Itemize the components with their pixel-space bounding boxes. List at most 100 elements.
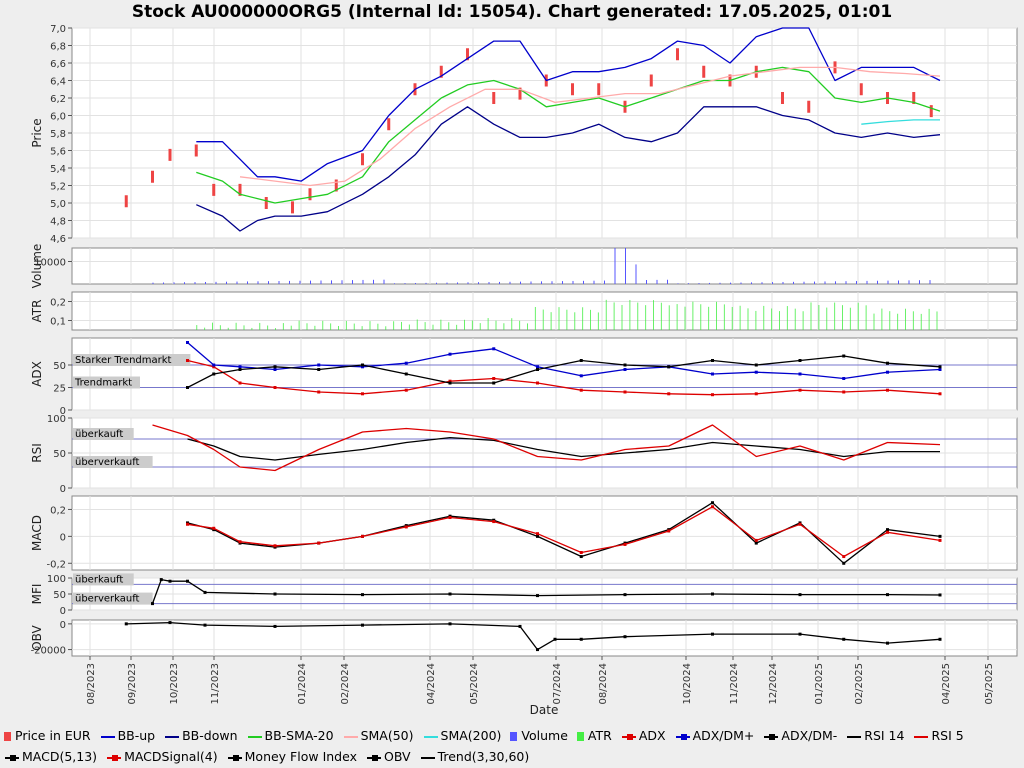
data-point xyxy=(798,522,802,526)
legend-label: Trend(3,30,60) xyxy=(437,749,530,764)
reference-label: Starker Trendmarkt xyxy=(75,355,172,366)
data-point xyxy=(492,381,496,385)
stock-chart: Starker Trendmarkt Trendmarkt überkauft übe… xyxy=(30,24,1018,717)
data-point xyxy=(842,637,846,641)
data-point xyxy=(798,372,802,376)
y-tick-label: 4,8 xyxy=(50,217,66,228)
legend-swatch xyxy=(913,732,929,742)
y-tick-label: 6,0 xyxy=(50,112,66,123)
data-point xyxy=(448,622,452,626)
legend-item: SMA(50) xyxy=(343,725,414,746)
legend-label: SMA(50) xyxy=(360,728,414,743)
y-tick-label: 5,4 xyxy=(50,164,66,175)
data-point xyxy=(667,392,671,396)
legend-label: RSI 14 xyxy=(864,728,905,743)
data-point xyxy=(186,579,189,583)
legend-swatch xyxy=(846,732,862,742)
data-point xyxy=(203,623,207,627)
volume-bar xyxy=(824,281,826,284)
data-point xyxy=(842,377,846,380)
volume-bar xyxy=(866,280,868,284)
data-point xyxy=(212,365,216,369)
legend-swatch xyxy=(621,732,637,742)
atr-bar xyxy=(802,311,804,330)
data-point xyxy=(238,381,242,385)
legend-swatch xyxy=(227,753,243,763)
series-line-bb-down xyxy=(196,106,941,232)
y-tick-label: 25 xyxy=(53,384,66,395)
legend-label: BB-up xyxy=(117,728,156,743)
data-point xyxy=(361,623,364,627)
data-point xyxy=(317,390,321,394)
atr-bar xyxy=(511,318,513,330)
atr-bar xyxy=(692,301,694,330)
volume-bar xyxy=(562,281,563,284)
price-candle xyxy=(702,65,706,78)
legend-label: ADX/DM- xyxy=(781,728,838,743)
volume-bar xyxy=(604,280,605,284)
data-point xyxy=(186,359,189,362)
data-point xyxy=(361,392,364,396)
volume-bar xyxy=(478,282,479,284)
price-candle xyxy=(912,92,916,104)
volume-bar xyxy=(352,280,353,284)
atr-bar xyxy=(566,309,568,330)
price-candle xyxy=(291,201,294,214)
atr-bar xyxy=(471,320,473,330)
atr-bar xyxy=(716,301,717,330)
legend-item: MACD(5,13) xyxy=(4,746,97,767)
atr-bar xyxy=(464,319,465,330)
atr-bar xyxy=(786,306,788,330)
y-tick-label: -0,2 xyxy=(46,559,66,570)
legend-item: RSI 14 xyxy=(846,725,904,746)
volume-bar xyxy=(341,280,343,284)
volume-bar xyxy=(457,282,458,284)
volume-bar xyxy=(394,283,395,284)
legend-swatch xyxy=(106,753,122,763)
y-tick-label: 0,1 xyxy=(50,317,66,328)
legend-item: RSI 5 xyxy=(913,725,964,746)
data-point xyxy=(579,555,583,559)
price-candle xyxy=(264,197,268,209)
volume-bar xyxy=(268,281,269,284)
atr-bar xyxy=(416,319,418,330)
x-tick-label: 04/2025 xyxy=(941,663,952,705)
legend-label: SMA(200) xyxy=(440,728,502,743)
atr-bar xyxy=(353,323,355,330)
atr-bar xyxy=(298,320,300,330)
atr-bar xyxy=(495,320,497,330)
y-tick-label: 0 xyxy=(60,484,66,495)
data-point xyxy=(886,528,889,532)
atr-bar xyxy=(857,302,859,330)
data-point xyxy=(186,522,189,526)
atr-bar xyxy=(306,323,308,330)
atr-bar xyxy=(275,328,276,330)
reference-label: überverkauft xyxy=(75,457,140,468)
reference-label-bg xyxy=(73,354,191,366)
atr-bar xyxy=(928,308,930,330)
y-tick-label: 4,6 xyxy=(50,234,66,245)
data-point xyxy=(886,593,889,597)
x-tick-label: 09/2023 xyxy=(127,663,138,705)
data-point xyxy=(404,361,408,365)
y-tick-label: 100 xyxy=(47,414,66,425)
atr-bar xyxy=(794,308,796,330)
data-point xyxy=(667,529,671,533)
data-point xyxy=(938,365,942,369)
atr-bar xyxy=(771,308,773,330)
atr-bar xyxy=(708,306,710,330)
atr-bar xyxy=(574,312,576,330)
data-point xyxy=(273,624,277,628)
x-tick-label: 05/2025 xyxy=(984,663,995,705)
legend-label: BB-SMA-20 xyxy=(264,728,334,743)
atr-bar xyxy=(227,327,229,330)
data-point xyxy=(711,592,714,596)
data-point xyxy=(361,534,364,538)
volume-bar xyxy=(740,282,742,284)
atr-bar xyxy=(456,324,458,330)
data-point xyxy=(448,381,452,385)
atr-bar xyxy=(542,309,544,330)
x-tick-label: 04/2024 xyxy=(426,663,437,705)
y-axis-label-atr: ATR xyxy=(30,300,44,323)
legend-item: ADX xyxy=(621,725,666,746)
